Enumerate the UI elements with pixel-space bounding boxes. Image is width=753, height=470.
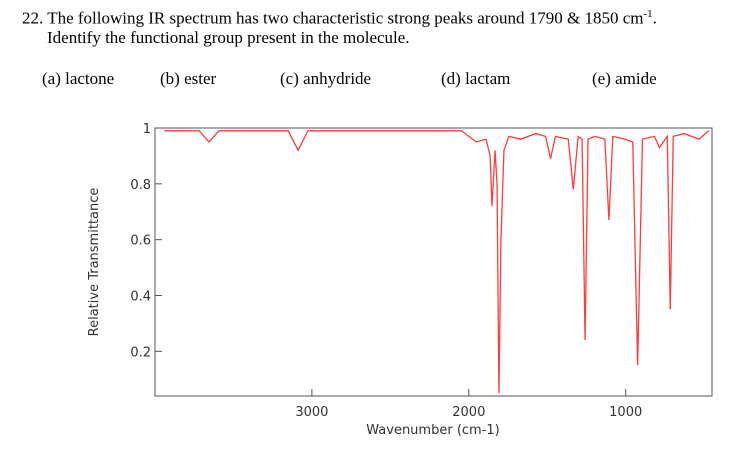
x-tick-label: 1000 <box>609 405 642 420</box>
question-line: 22. The following IR spectrum has two ch… <box>22 8 657 29</box>
question-text: 22. The following IR spectrum has two ch… <box>22 8 644 28</box>
question-text: . <box>652 8 657 28</box>
option: (d) lactam <box>441 69 511 88</box>
y-tick-label: 0.4 <box>130 290 151 305</box>
x-tick-label: 3000 <box>295 405 328 420</box>
question-line: Identify the functional group present in… <box>47 28 410 47</box>
option: (a) lactone <box>42 69 115 88</box>
x-tick-label: 2000 <box>452 405 485 420</box>
y-tick-label: 0.2 <box>130 345 151 360</box>
option: (b) ester <box>160 69 217 88</box>
superscript: -1 <box>643 8 653 20</box>
x-axis-label: Wavenumber (cm-1) <box>366 423 499 438</box>
option: (c) anhydride <box>280 69 372 88</box>
option: (e) amide <box>592 69 657 88</box>
spectrum-line <box>164 130 710 394</box>
y-tick-label: 0.8 <box>130 178 151 193</box>
y-axis-label: Relative Transmittance <box>87 188 102 337</box>
y-tick-label: 0.6 <box>130 234 151 249</box>
y-tick-label: 1 <box>143 122 151 137</box>
plot-frame <box>154 127 713 397</box>
